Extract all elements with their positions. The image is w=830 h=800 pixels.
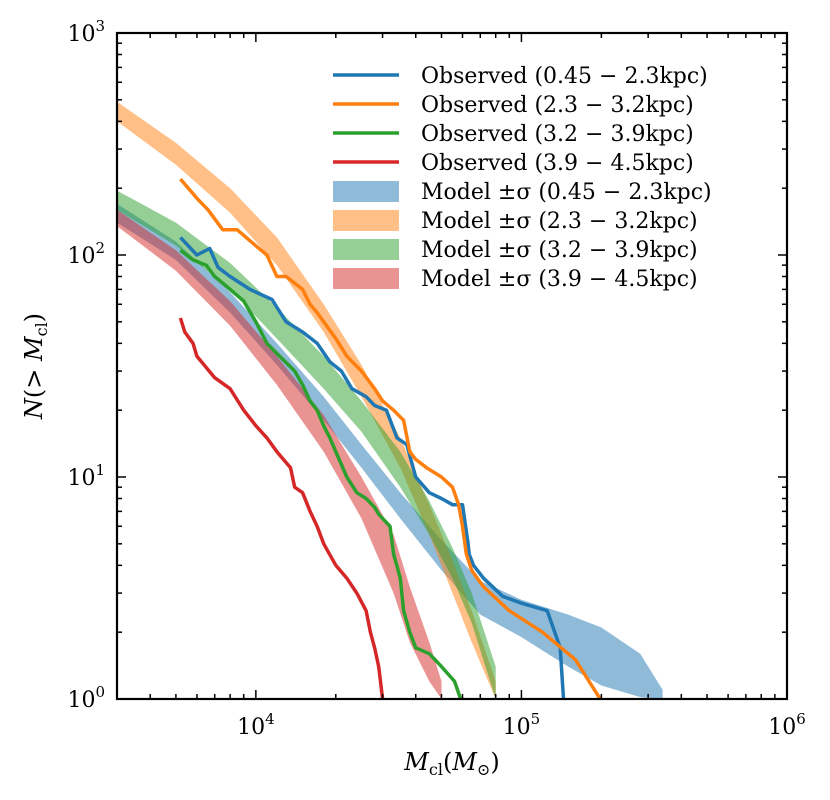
legend: Observed (0.45 − 2.3kpc) Observed (2.3 − … (333, 64, 712, 292)
x-tick-label: 104 (237, 710, 275, 740)
observed-line-1 (179, 177, 602, 699)
model-band-4 (117, 203, 663, 699)
observed-lines (178, 177, 602, 699)
observed-line-0 (179, 236, 566, 699)
x-axis-title: Mcl(M⊙) (403, 748, 499, 779)
legend-swatch-4 (333, 181, 399, 202)
legend-label-2: Observed (3.2 − 3.9kpc) (421, 122, 694, 147)
legend-label-3: Observed (3.9 − 4.5kpc) (421, 151, 694, 176)
y-axis-title: N(> Mcl) (20, 313, 51, 420)
observed-line-3 (178, 317, 385, 699)
observed-line-2 (179, 248, 463, 699)
axis-tick-labels: 104 105 106 100 101 102 103 (67, 17, 805, 740)
y-tick-label: 100 (67, 683, 105, 713)
legend-swatch-6 (333, 239, 399, 260)
legend-label-6: Model ±σ (3.2 − 3.9kpc) (421, 238, 698, 263)
x-tick-label: 106 (768, 710, 806, 740)
legend-label-7: Model ±σ (3.9 − 4.5kpc) (421, 267, 698, 292)
legend-swatch-7 (333, 268, 399, 289)
model-bands (117, 101, 663, 699)
legend-label-0: Observed (0.45 − 2.3kpc) (421, 64, 708, 89)
y-tick-label: 103 (67, 17, 105, 47)
plot-frame (115, 31, 789, 701)
x-tick-label: 105 (503, 710, 541, 740)
legend-label-5: Model ±σ (2.3 − 3.2kpc) (421, 209, 698, 234)
axis-ticks (116, 32, 787, 700)
legend-label-4: Model ±σ (0.45 − 2.3kpc) (421, 180, 712, 205)
y-tick-label: 102 (67, 239, 105, 269)
y-tick-label: 101 (67, 461, 105, 491)
legend-swatch-5 (333, 210, 399, 231)
legend-label-1: Observed (2.3 − 3.2kpc) (421, 93, 694, 118)
